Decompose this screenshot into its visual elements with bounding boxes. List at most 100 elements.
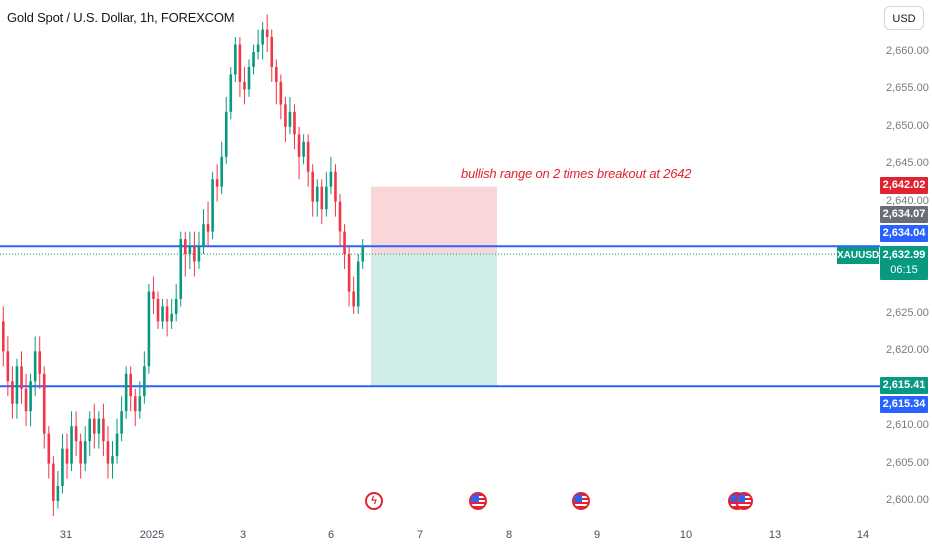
price-tick: 2,660.00 <box>886 45 929 57</box>
candle <box>315 186 319 202</box>
candle <box>79 441 82 464</box>
candle <box>179 239 183 299</box>
current-price-value: 2,632.99 <box>882 249 926 261</box>
candle <box>170 313 173 322</box>
candle <box>252 52 255 67</box>
candle <box>215 179 219 187</box>
candle <box>311 171 314 202</box>
candle <box>88 418 92 442</box>
candle <box>115 433 119 457</box>
candle <box>83 441 87 464</box>
horizontal-line-tag: 2,615.34 <box>880 396 928 413</box>
chart-annotation[interactable]: bullish range on 2 times breakout at 264… <box>461 166 692 181</box>
candle <box>52 463 55 501</box>
time-tick: 7 <box>416 529 424 541</box>
candle <box>147 291 151 367</box>
candle <box>265 29 269 38</box>
candle <box>33 351 37 382</box>
candle <box>111 456 114 464</box>
candle <box>6 351 10 382</box>
candle <box>93 418 96 434</box>
candle <box>124 373 128 412</box>
profit-zone <box>371 186 497 255</box>
price-tick: 2,655.00 <box>886 82 929 94</box>
flash-icon[interactable]: ϟ <box>365 492 383 510</box>
risk-zone <box>371 254 497 386</box>
candle <box>261 29 264 45</box>
candle <box>24 388 28 412</box>
candle <box>47 433 51 464</box>
candle <box>297 134 301 157</box>
candle <box>284 104 287 127</box>
candle <box>302 141 305 157</box>
candle <box>197 246 201 262</box>
candle <box>102 418 105 442</box>
candle <box>143 366 146 397</box>
bar-countdown: 06:15 <box>890 264 918 276</box>
candle <box>234 44 237 75</box>
candle <box>224 111 228 157</box>
time-axis[interactable] <box>0 520 932 550</box>
candle <box>329 171 333 187</box>
horizontal-line-tag: 2,634.04 <box>880 225 928 242</box>
time-tick: 10 <box>679 529 693 541</box>
candle <box>188 246 192 255</box>
candle <box>161 306 164 322</box>
candle <box>352 291 355 307</box>
candle <box>74 426 78 442</box>
target-price-tag: 2,642.02 <box>880 177 928 194</box>
candle <box>174 298 178 314</box>
candle <box>306 141 310 172</box>
candle <box>211 179 214 232</box>
us-flag-icon[interactable] <box>469 492 487 510</box>
candle <box>338 201 342 232</box>
time-tick: 2025 <box>139 529 165 541</box>
candle <box>247 66 251 90</box>
candle <box>325 186 328 210</box>
candle <box>202 224 205 247</box>
candle <box>97 418 101 434</box>
time-tick: 8 <box>505 529 513 541</box>
candle <box>270 37 274 67</box>
candle <box>206 224 210 232</box>
stop-price-tag: 2,615.41 <box>880 377 928 394</box>
chart-area[interactable] <box>0 0 880 520</box>
candle <box>65 448 69 464</box>
candle <box>70 426 73 464</box>
previous-close-tag: 2,634.07 <box>880 206 928 223</box>
price-tick: 2,625.00 <box>886 307 929 319</box>
candle <box>56 486 60 501</box>
candle <box>38 351 41 374</box>
price-tick: 2,645.00 <box>886 157 929 169</box>
candle <box>2 321 5 352</box>
us-flag-icon[interactable] <box>572 492 590 510</box>
time-tick: 13 <box>768 529 782 541</box>
candle <box>133 396 137 412</box>
candle <box>293 111 296 135</box>
candle <box>184 239 187 255</box>
price-tick: 2,650.00 <box>886 120 929 132</box>
candle <box>20 366 23 389</box>
candle <box>152 291 155 299</box>
time-tick: 14 <box>856 529 870 541</box>
candle <box>220 156 223 187</box>
price-tick: 2,640.00 <box>886 195 929 207</box>
us-flag-icon[interactable] <box>735 492 753 510</box>
candle <box>29 381 32 412</box>
price-tick: 2,620.00 <box>886 344 929 356</box>
price-tick: 2,605.00 <box>886 457 929 469</box>
candle <box>193 246 196 262</box>
candle <box>356 261 360 307</box>
current-price-tag: 2,632.99 06:15 <box>880 246 928 280</box>
candle <box>275 66 278 82</box>
time-tick: 3 <box>239 529 247 541</box>
time-tick: 9 <box>593 529 601 541</box>
candle <box>229 74 233 112</box>
candle <box>256 44 260 52</box>
currency-button[interactable]: USD <box>884 6 924 30</box>
candle <box>120 411 123 434</box>
candle <box>61 448 64 487</box>
candle <box>106 441 110 464</box>
candlestick-chart <box>0 14 880 516</box>
candle <box>320 186 324 210</box>
